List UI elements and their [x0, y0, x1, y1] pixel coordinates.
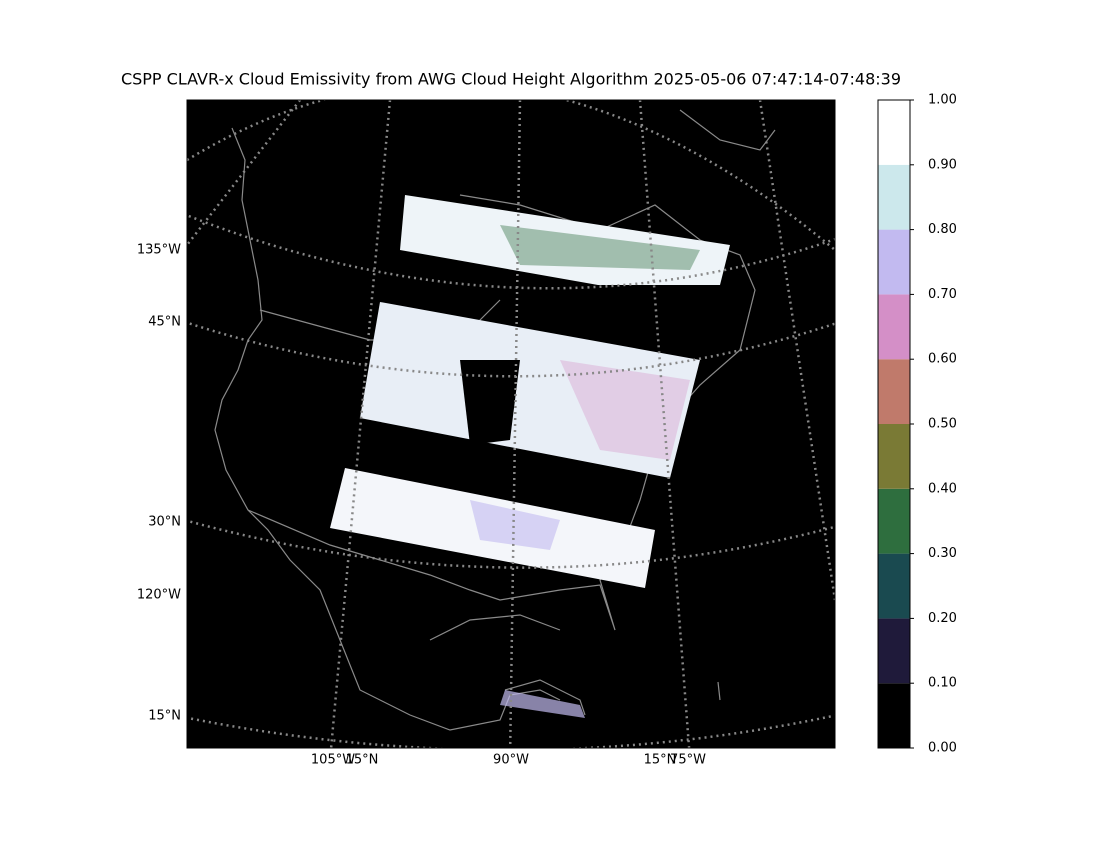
colorbar-segment — [878, 683, 910, 748]
map-axis-label: 90°W — [493, 753, 529, 768]
map-axis-label: 75°W — [670, 753, 706, 768]
map-frame — [186, 99, 836, 749]
colorbar-segment — [878, 294, 910, 360]
colorbar: 0.00 0.10 0.20 0.30 0.40 0.50 0.60 0.70 0.80 0.90… — [878, 93, 957, 756]
map-axis-label: 105°W — [311, 753, 355, 768]
colorbar-tick-label: 1.00 — [928, 93, 957, 108]
colorbar-tick-label: 0.20 — [928, 611, 957, 626]
colorbar-tick-label: 0.70 — [928, 287, 957, 302]
map-axis-label: 120°W — [137, 588, 181, 603]
coastlines — [214, 109, 776, 731]
colorbar-segment — [878, 553, 910, 619]
colorbar-segment — [878, 618, 910, 684]
colorbar-segment — [878, 359, 910, 424]
colorbar-tick-label: 0.10 — [928, 676, 957, 691]
colorbar-frame — [877, 99, 911, 749]
map-axis-label: 45°N — [148, 315, 181, 330]
map-title: CSPP CLAVR-x Cloud Emissivity from AWG C… — [121, 70, 901, 89]
colorbar-tick-label: 0.60 — [928, 352, 957, 367]
map-axis-label: 30°N — [148, 515, 181, 530]
map-axis-label: 15°N — [644, 753, 677, 768]
map-axis-label: 135°W — [137, 243, 181, 258]
colorbar-segment — [878, 164, 910, 230]
colorbar-segment — [878, 424, 910, 489]
colorbar-segment — [878, 229, 910, 295]
graticule — [187, 100, 835, 748]
colorbar-segment — [878, 488, 910, 554]
colorbar-tick-label: 0.40 — [928, 481, 957, 496]
colorbar-tick-label: 0.00 — [928, 741, 957, 756]
colorbar-segment — [878, 100, 910, 165]
map-axis-label: 15°N — [148, 709, 181, 724]
colorbar-tick-label: 0.90 — [928, 157, 957, 172]
colorbar-tick-label: 0.80 — [928, 222, 957, 237]
cloud-swaths — [330, 195, 730, 718]
map — [187, 100, 835, 748]
colorbar-tick-label: 0.50 — [928, 417, 957, 432]
map-axis-label: 15°N — [346, 753, 379, 768]
colorbar-tick-label: 0.30 — [928, 546, 957, 561]
